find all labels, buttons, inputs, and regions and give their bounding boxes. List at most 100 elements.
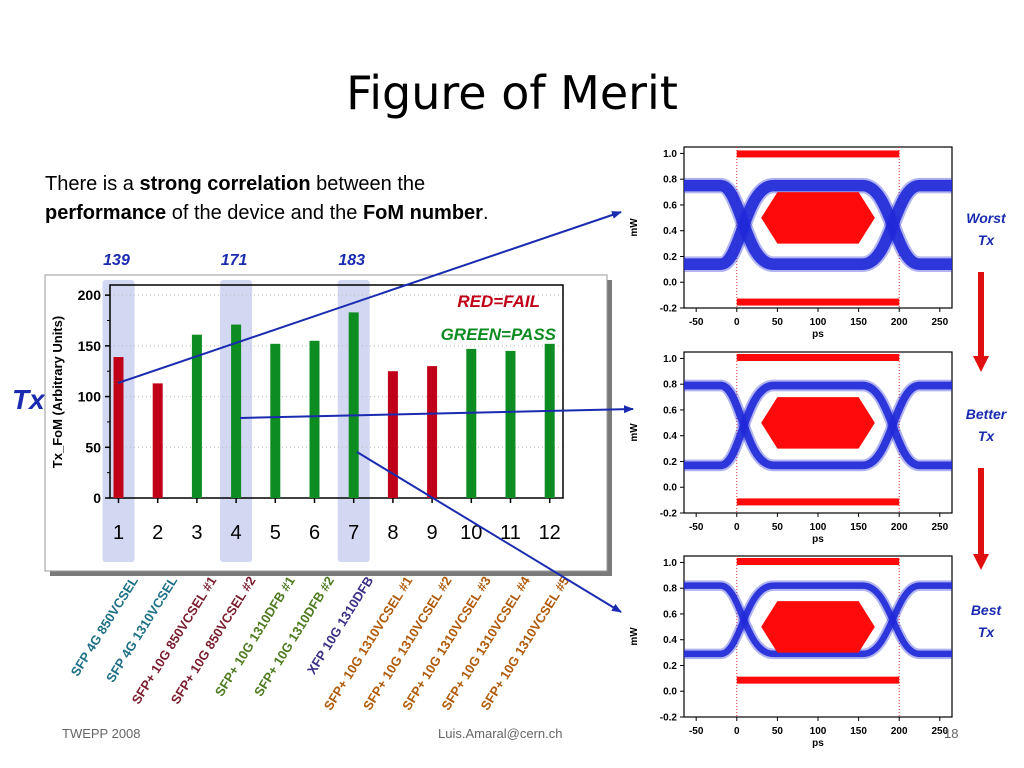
x-tick-label: 5	[270, 522, 281, 544]
bar	[191, 334, 202, 498]
bar	[152, 383, 163, 498]
footer-left: TWEPP 2008	[62, 726, 141, 741]
caption-line: Tx	[977, 232, 995, 248]
desc-part: between the	[310, 173, 426, 195]
bar	[113, 357, 124, 498]
eye-y-tick-label: 0.4	[663, 431, 677, 442]
bar	[348, 312, 359, 498]
page-number: 18	[944, 726, 959, 741]
eye-mask-hexagon	[761, 397, 875, 449]
desc-part: There is a	[45, 173, 140, 195]
x-tick-label: 9	[427, 522, 438, 544]
legend-fail: RED=FAIL	[457, 292, 540, 311]
eye-x-tick-label: 150	[850, 317, 867, 328]
eye-y-tick-label: -0.2	[660, 713, 678, 724]
bar	[427, 366, 438, 498]
legend-pass: GREEN=PASS	[441, 325, 557, 344]
down-arrow-shaft	[978, 468, 984, 556]
eye-y-tick-label: 0.8	[663, 584, 677, 595]
eye-x-tick-label: 200	[891, 726, 908, 737]
caption-line: Tx	[977, 624, 995, 640]
eye-y-tick-label: 0.0	[663, 483, 677, 494]
eye-trace	[684, 582, 952, 658]
desc-strong: strong correlation	[139, 173, 311, 195]
eye-mask-bar	[736, 676, 900, 684]
eye-mask-bar	[736, 298, 900, 306]
eye-caption-better: Better Tx	[956, 403, 1016, 447]
tx-label: Tx	[12, 384, 45, 415]
eye-trace	[684, 179, 952, 271]
plot-area-border	[109, 284, 564, 499]
device-label: SFP 4G 850VCSEL	[68, 574, 142, 679]
eye-mask-bar	[736, 354, 900, 361]
down-arrow-shaft	[978, 272, 984, 358]
eye-trace	[684, 381, 952, 470]
y-tick-label: 200	[78, 287, 102, 303]
eye-y-tick-label: -0.2	[660, 509, 678, 520]
caption-line: Better	[965, 406, 1007, 422]
page-title: Figure of Merit	[346, 66, 678, 120]
caption-line: Worst	[966, 210, 1006, 226]
eye-diagram: -0.2 0.0 0.2 0.4 0.6 0.8 1.0 -50 0 50 100 150 200 250…	[629, 146, 953, 340]
eye-x-tick-label: 0	[734, 317, 740, 328]
connector-arrow-worst	[117, 211, 622, 384]
eye-mask-bar	[736, 558, 900, 565]
bar	[387, 371, 398, 498]
bar	[466, 348, 477, 498]
eye-y-tick-label: 1.0	[663, 354, 677, 365]
eye-x-tick-label: 100	[810, 726, 827, 737]
eye-x-tick-label: 250	[931, 317, 948, 328]
eye-x-tick-label: -50	[689, 522, 704, 533]
eye-x-tick-label: 100	[810, 317, 827, 328]
connector-arrow-best	[356, 451, 622, 613]
x-tick-label: 1	[113, 522, 124, 544]
desc-part: .	[482, 202, 489, 224]
connector-arrow-better	[239, 405, 634, 419]
down-arrow-head	[973, 554, 989, 570]
eye-y-tick-label: 0.4	[663, 635, 677, 646]
y-tick-label: 0	[93, 490, 101, 506]
eye-y-tick-label: 1.0	[663, 149, 677, 160]
x-tick-label: 11	[500, 522, 521, 544]
eye-y-tick-label: 0.6	[663, 609, 677, 620]
caption-line: Tx	[977, 428, 995, 444]
bar	[505, 350, 516, 498]
down-arrow-head	[973, 356, 989, 372]
eye-y-axis-label: mW	[629, 423, 640, 442]
eye-y-tick-label: 0.0	[663, 278, 677, 289]
eye-y-tick-label: 0.8	[663, 175, 677, 186]
eye-mask-bar	[736, 498, 900, 506]
eye-x-tick-label: -50	[689, 317, 704, 328]
eye-caption-best: Best Tx	[956, 599, 1016, 643]
eye-y-tick-label: 0.6	[663, 200, 677, 211]
bar	[231, 324, 242, 498]
eye-mask-hexagon	[761, 601, 875, 653]
eye-x-tick-label: 200	[891, 317, 908, 328]
eye-trace	[684, 381, 952, 470]
eye-y-tick-label: 0.2	[663, 457, 677, 468]
eye-x-axis-label: ps	[812, 738, 824, 749]
x-tick-label: 2	[152, 522, 163, 544]
eye-x-axis-label: ps	[812, 329, 824, 340]
x-tick-label: 4	[231, 522, 242, 544]
bar	[309, 340, 320, 498]
eye-x-axis-label: ps	[812, 534, 824, 545]
eye-y-tick-label: 0.6	[663, 405, 677, 416]
eye-y-tick-label: 0.0	[663, 687, 677, 698]
y-axis-label: Tx_FoM (Arbitrary Units)	[50, 316, 65, 468]
bar	[270, 343, 281, 498]
x-tick-label: 8	[387, 522, 398, 544]
device-label: SFP 4G 1310VCSEL	[103, 574, 180, 685]
bar	[544, 343, 555, 498]
eye-x-tick-label: 50	[772, 726, 784, 737]
eye-x-tick-label: 250	[931, 726, 948, 737]
eye-y-tick-label: 0.2	[663, 252, 677, 263]
eye-x-tick-label: 150	[850, 726, 867, 737]
eye-y-axis-label: mW	[629, 627, 640, 646]
eye-y-tick-label: -0.2	[660, 304, 678, 315]
highlight-value-label: 171	[221, 252, 248, 269]
eye-y-tick-label: 0.4	[663, 226, 677, 237]
eye-y-tick-label: 0.8	[663, 380, 677, 391]
footer-center: Luis.Amaral@cern.ch	[438, 726, 563, 741]
